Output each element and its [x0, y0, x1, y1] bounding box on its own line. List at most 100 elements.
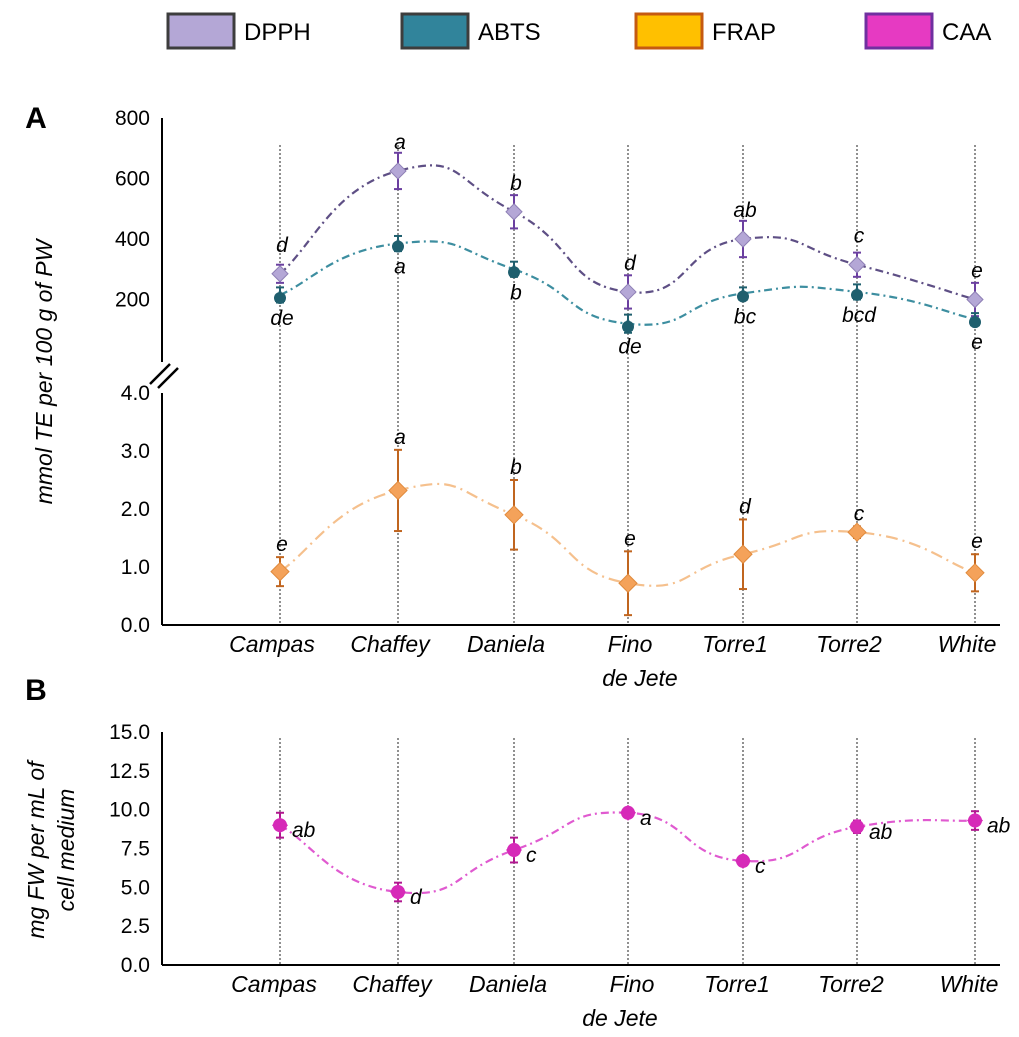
y-tick-label-b: 10.0: [109, 799, 150, 822]
axis-break-icon: [149, 363, 179, 389]
x-tick-label-b-campas: Campas: [231, 971, 317, 997]
x-tick-label-a-daniela: Daniela: [467, 631, 545, 657]
y-tick-label-b: 2.5: [121, 915, 150, 938]
abts-marker-base: [622, 320, 634, 333]
x-tick-label-a-torre1: Torre1: [702, 631, 768, 657]
legend-label-caa: CAA: [942, 19, 991, 46]
x-tick-label-b-daniela: Daniela: [469, 971, 547, 997]
point-frap-white: [965, 563, 985, 583]
series-caa: ab d c a c ab ab: [272, 804, 1011, 909]
axis-break-slash: [149, 363, 171, 385]
sig-letter-frap-white: e: [971, 530, 983, 553]
point-abts-torre1: [737, 286, 749, 303]
y-tick-label-upper: 400: [115, 228, 150, 251]
sig-letter-frap-fino-de-jete: e: [624, 527, 636, 550]
sig-letter-dpph-white: e: [971, 260, 983, 283]
sig-letter-caa-white: ab: [987, 815, 1011, 838]
sig-letter-abts-torre2: bcd: [842, 304, 877, 327]
sig-letter-dpph-torre2: c: [854, 225, 865, 248]
sig-letter-abts-chaffey: a: [394, 256, 406, 279]
point-caa-diamond-daniela: [506, 842, 522, 859]
sig-letter-abts-campas: de: [270, 307, 293, 330]
legend-label-frap: FRAP: [712, 19, 776, 46]
legend-label-abts: ABTS: [478, 19, 541, 46]
point-frap-daniela: [504, 505, 524, 525]
sig-letter-abts-white: e: [971, 331, 983, 354]
sig-letter-dpph-fino-de-jete: d: [624, 252, 637, 275]
panel-label-b: B: [25, 674, 47, 707]
point-caa-diamond-campas: [272, 817, 288, 834]
y-tick-label-b: 5.0: [121, 876, 150, 899]
y-tick-label-upper: 600: [115, 168, 150, 191]
sig-letter-frap-torre2: c: [854, 502, 865, 525]
point-dpph-torre2: [848, 256, 866, 274]
point-frap-chaffey: [388, 480, 408, 501]
y-tick-label-upper: 200: [115, 289, 150, 312]
sig-letter-abts-daniela: b: [510, 281, 522, 304]
abts-marker-base: [851, 288, 863, 301]
legend-label-dpph: DPPH: [244, 19, 311, 46]
x-tick-label-b-torre1: Torre1: [704, 971, 770, 997]
point-abts-torre2: [851, 284, 863, 301]
abts-marker-base: [392, 240, 404, 253]
point-caa-diamond-torre1: [735, 852, 751, 869]
axis-break-slash: [157, 367, 179, 389]
point-dpph-white: [966, 290, 984, 309]
legend-swatch-dpph: [166, 12, 236, 50]
sig-letter-caa-daniela: c: [526, 844, 537, 867]
sig-letter-caa-torre2: ab: [869, 821, 893, 844]
y-tick-label-lower: 4.0: [121, 382, 150, 405]
y-tick-label-b: 12.5: [109, 760, 150, 783]
x-tick-label-a-chaffey: Chaffey: [350, 631, 431, 657]
point-abts-campas: [274, 287, 286, 304]
sig-letter-dpph-campas: d: [276, 234, 289, 257]
panel-label-a: A: [25, 102, 47, 135]
point-abts-daniela: [508, 262, 520, 279]
point-frap-torre1: [733, 544, 753, 564]
legend-swatch-caa: [864, 12, 934, 50]
abts-marker-base: [969, 316, 981, 329]
abts-marker-base: [737, 290, 749, 303]
point-dpph-campas: [271, 265, 289, 283]
point-caa-diamond-chaffey: [390, 883, 406, 900]
y-tick-label-lower: 2.0: [121, 498, 150, 521]
x-tick-label-b-torre2: Torre2: [818, 971, 884, 997]
point-dpph-torre1: [734, 230, 752, 248]
point-caa-diamond-fino-de-jete: [620, 804, 636, 821]
sig-letter-dpph-torre1: ab: [733, 199, 757, 222]
y-tick-label-b: 7.5: [121, 838, 150, 861]
abts-marker-base: [274, 291, 286, 304]
y-tick-label-lower: 3.0: [121, 440, 150, 463]
y-tick-label-b: 15.0: [109, 721, 150, 744]
panel-b: B 0.0 2.5 5.0 7.5 10.0 12.5 15.0 mg FW per mL of…: [23, 674, 1011, 1031]
y-tick-label-lower: 1.0: [121, 556, 150, 579]
panel-a: A 200 400 600 800 0.0 1.0 2.0 3.0 4.0 mmol TE per …: [25, 102, 1000, 691]
sig-letter-dpph-daniela: b: [510, 172, 522, 195]
x-tick-label-a-white: White: [938, 631, 997, 657]
sig-letter-abts-torre1: bc: [734, 305, 757, 328]
y-axis-title-b: mg FW per mL of cell mediummg FW per mL o…: [23, 759, 79, 939]
point-frap-fino-de-jete: [618, 573, 638, 593]
y-axis-title-b-line2: cell medium: [53, 789, 79, 912]
point-frap-torre2: [847, 522, 867, 542]
x-tick-label-a-campas: Campas: [229, 631, 315, 657]
y-axis-title-b-line1: mg FW per mL of: [23, 759, 49, 939]
abts-marker-base: [508, 266, 520, 279]
point-caa-diamond-torre2: [849, 818, 865, 835]
point-abts-chaffey: [392, 236, 404, 253]
legend: DPPH ABTS FRAP CAA: [166, 12, 991, 50]
sig-letter-caa-chaffey: d: [410, 886, 423, 909]
x-tick-label-b-fino-de-jete: Fino de Jete: [582, 971, 657, 1031]
point-dpph-daniela: [505, 203, 523, 221]
point-dpph-fino-de-jete: [619, 283, 637, 301]
legend-swatch-abts: [400, 12, 470, 50]
point-abts-fino-de-jete: [622, 316, 634, 333]
y-tick-label-lower: 0.0: [121, 614, 150, 637]
sig-letter-caa-torre1: c: [755, 855, 766, 878]
point-abts-white: [969, 312, 981, 329]
point-dpph-chaffey: [389, 162, 407, 180]
sig-letter-frap-torre1: d: [739, 495, 752, 518]
